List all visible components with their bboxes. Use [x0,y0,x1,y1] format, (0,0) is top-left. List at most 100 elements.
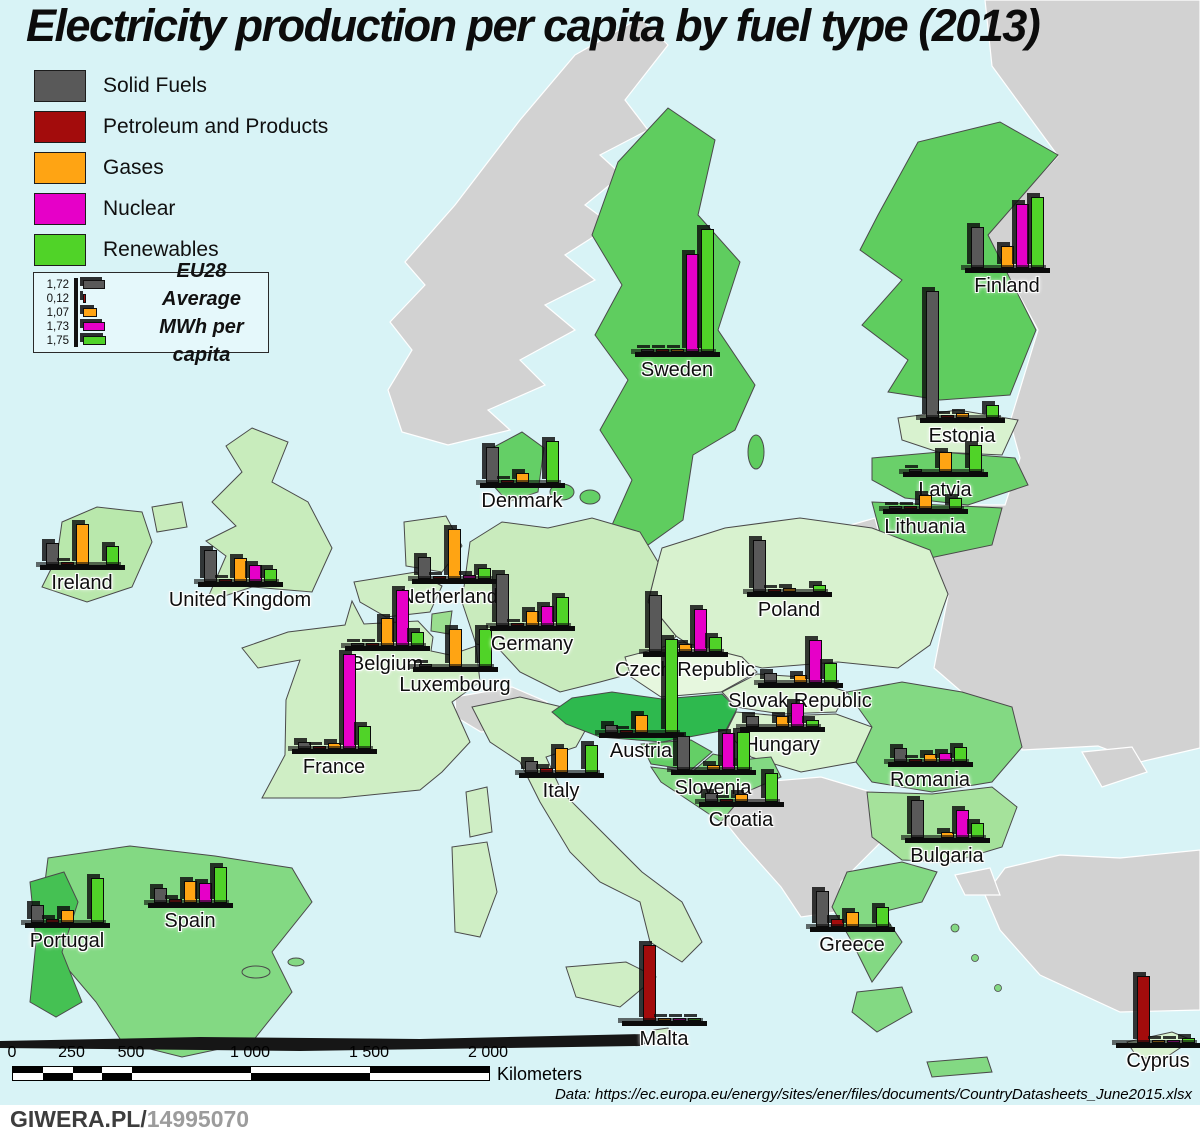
eu28-axis [74,278,78,347]
map-island-sicily [565,961,657,1008]
bar-gases [657,1018,671,1021]
bar-nuclear [540,606,554,626]
charts-layer: Finland Sweden Estonia Latvia Lithuania Denma… [24,197,1200,1072]
bar-nuclear [1015,204,1029,268]
bar-gases [793,675,807,683]
bar-gases [938,452,952,472]
bar-solid-fuels [676,736,690,770]
eu28-row: 1,72 [39,278,135,291]
bar-nuclear [808,640,822,683]
legend-swatch-nuclear [34,192,86,225]
bar-petroleum [312,746,326,749]
scalebar-segment [42,1073,73,1080]
country-label: Bulgaria [910,845,984,867]
bar-nuclear [693,609,707,652]
bar-gases [183,881,197,903]
legend-swatch-solid-fuels [34,69,86,102]
eu28-row: 1,73 [39,320,135,333]
bar-nuclear [198,883,212,903]
country-label: Italy [542,780,580,802]
country-label: Austria [609,740,673,762]
scalebar-segments [12,1066,490,1081]
bar-nuclear [790,703,804,727]
bar-petroleum [510,623,524,626]
bar-solid-fuels [153,888,167,903]
bar-solid-fuels [815,891,829,927]
chart-baseline [757,683,843,688]
source-note: Data: https://ec.europa.eu/energy/sites/… [554,1086,1192,1103]
country-label: Latvia [918,479,972,501]
legend-label-renewables: Renewables [103,237,219,261]
bar-solid-fuels [30,905,44,923]
country-label: Slovak Republic [728,690,872,712]
scalebar-ticks: 0 250 500 1 000 1 500 2 000 [8,1044,512,1062]
country-label: Lithuania [884,516,966,538]
bar-gases [327,743,341,749]
scalebar-segment [102,1067,132,1073]
country-label: Ireland [51,572,113,594]
chart-baseline [489,626,575,631]
chart-baseline [598,733,684,738]
chart-baseline [882,509,968,514]
country-label: Finland [974,275,1040,297]
legend-swatch-renewables [34,233,86,266]
bar-petroleum [940,415,954,418]
country-label: Portugal [29,930,105,952]
chart-baseline [698,802,784,807]
bar-renewables [357,726,371,749]
country-label: Croatia [708,809,774,831]
legend-item-solid-fuels: Solid Fuels [34,69,328,102]
legend-swatch-gases [34,151,86,184]
bar-petroleum [432,576,446,579]
bar-solid-fuels [910,800,924,838]
legend-swatch-petroleum [34,110,86,143]
chart-baseline [411,579,497,584]
watermark-id: 14995070 [146,1106,250,1132]
eu28-caption-line2: MWh per capita [159,315,244,366]
bar-renewables [700,229,714,352]
bottom-strip [0,1105,1200,1138]
bar-petroleum [45,919,59,923]
legend-label-gases: Gases [103,155,164,179]
eu28-value-label: 1,72 [46,278,69,291]
watermark-site: GIWERA.PL/ [10,1106,147,1132]
country-label: France [302,756,366,778]
legend-item-nuclear: Nuclear [34,192,328,225]
bar-nuclear [672,1018,686,1021]
bar-renewables [1030,197,1044,268]
map-island-crete [926,1056,993,1078]
chart-baseline [739,727,825,732]
chart-baseline [479,483,565,488]
bar-gases [447,529,461,579]
chart-baseline [291,749,377,754]
bar-solid-fuels [763,673,777,683]
chart-baseline [634,352,720,357]
bar-petroleum [539,768,553,773]
bar-gases [918,495,932,509]
bar-petroleum [365,643,379,646]
scalebar-tick: 500 [117,1044,145,1061]
bar-gases [670,349,684,352]
country-label: Czech Republic [614,659,756,681]
map-island-aegean-1 [950,923,960,933]
chart-baseline [147,903,233,908]
scalebar-tick: 1 500 [348,1044,390,1061]
bar-solid-fuels [297,742,311,749]
map-region-west-balkans [699,776,882,918]
bar-renewables [1181,1038,1195,1043]
bar-renewables [948,498,962,509]
bar-gases [734,794,748,802]
chart-baseline [518,773,604,778]
country-label: Greece [819,934,885,956]
chart-baseline [24,923,110,928]
chart-baseline [197,582,283,587]
scalebar-segment [42,1067,73,1073]
country-label: Poland [757,599,821,621]
chart-baseline [1115,1043,1200,1048]
bar-gases [233,558,247,582]
bar-nuclear [955,810,969,838]
bar-nuclear [721,733,735,770]
bar-gases [554,748,568,773]
bar-solid-fuels [908,469,922,472]
bar-petroleum [1136,976,1150,1043]
